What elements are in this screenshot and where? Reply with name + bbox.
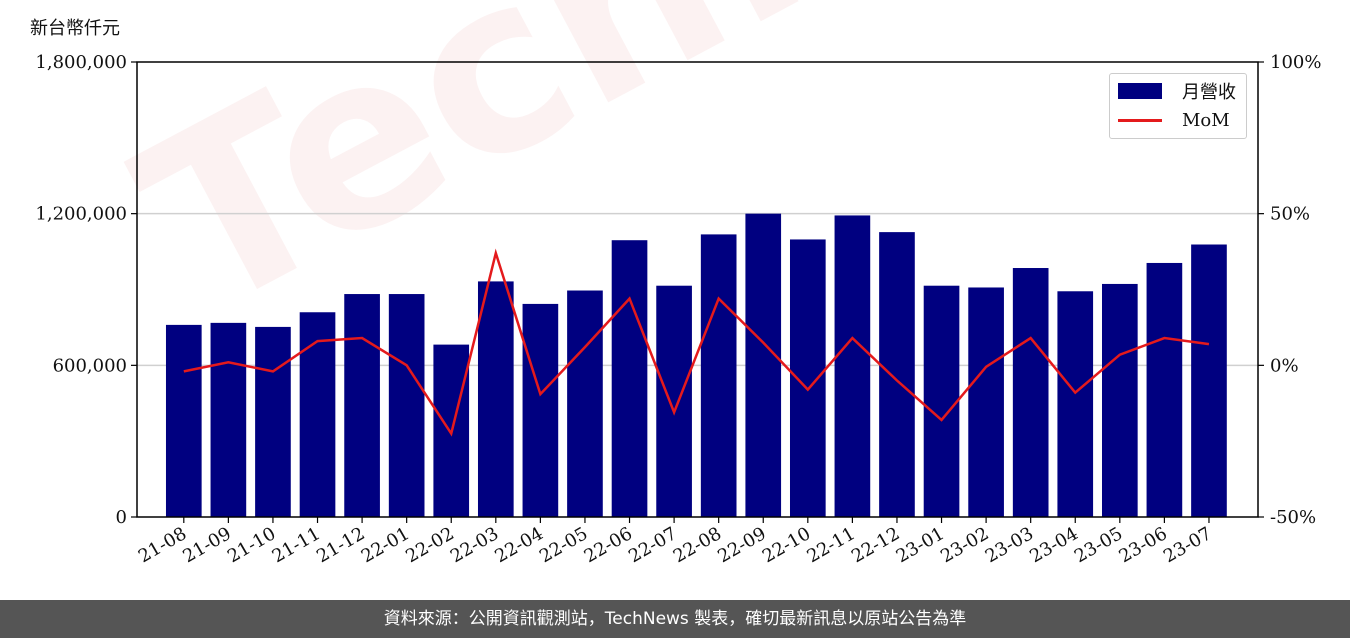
right-tick-label: -50% [1270,507,1316,528]
revenue-bar [1191,244,1227,517]
chart-legend: 月營收 MoM [1109,73,1247,139]
x-tick-label: 23-05 [1071,523,1126,567]
legend-item-mom: MoM [1118,108,1230,132]
legend-line-swatch [1118,118,1162,122]
left-tick-label: 1,800,000 [35,52,127,73]
legend-bar-swatch [1118,83,1162,99]
plot-frame [136,61,1259,518]
revenue-bar [1146,262,1183,517]
x-tick-label: 22-12 [848,523,903,567]
right-tick-label: 50% [1270,204,1310,225]
x-tick-label: 22-01 [358,523,413,567]
x-tick-label: 22-11 [803,523,858,567]
revenue-bar [1101,283,1138,517]
x-tick-label: 23-04 [1026,523,1081,567]
revenue-bar [522,303,559,517]
revenue-bar [1057,291,1094,517]
revenue-bar [923,285,960,517]
legend-label-mom: MoM [1182,109,1230,131]
left-tick-label: 600,000 [53,355,127,376]
x-tick-label: 22-09 [714,523,769,567]
right-tick-label: 100% [1270,52,1321,73]
revenue-bar [745,213,782,517]
revenue-bar [834,215,871,518]
left-tick-label: 0 [116,507,127,528]
revenue-bar [477,281,514,517]
x-tick-label: 22-08 [670,523,725,567]
revenue-bar [968,287,1004,517]
legend-label-revenue: 月營收 [1182,82,1236,103]
mom-line [183,248,1210,437]
x-tick-label: 22-05 [536,523,591,567]
right-tick-label: 0% [1270,355,1299,376]
revenue-bar [388,294,425,517]
revenue-bar [344,294,380,517]
legend-item-revenue: 月營收 [1118,79,1236,103]
revenue-bar [255,326,291,517]
x-tick-label: 23-03 [982,523,1037,567]
revenue-bar [700,234,737,517]
x-tick-label: 21-12 [313,523,368,567]
x-tick-label: 23-02 [937,523,992,567]
x-tick-label: 22-07 [625,523,680,567]
revenue-bar [611,240,648,518]
x-tick-label: 22-10 [759,523,814,567]
revenue-bar [879,232,915,517]
x-tick-label: 22-04 [491,523,546,567]
revenue-bar [165,324,202,517]
x-tick-label: 21-09 [179,523,234,567]
y-axis-unit-label: 新台幣仟元 [30,18,120,39]
x-tick-label: 21-08 [135,523,190,567]
revenue-bar [656,285,692,517]
x-tick-label: 23-01 [893,523,948,567]
revenue-bar [299,312,336,517]
x-tick-label: 21-10 [224,523,279,567]
x-tick-label: 23-07 [1160,523,1215,567]
revenue-bar [1012,268,1049,517]
source-footer: 資料來源：公開資訊觀測站，TechNews 製表，確切最新訊息以原站公告為準 [0,600,1350,638]
revenue-bar [567,290,603,517]
revenue-bar [210,322,247,517]
x-tick-label: 22-06 [581,523,636,567]
x-tick-label: 23-06 [1115,523,1170,567]
x-tick-label: 22-03 [447,523,502,567]
x-tick-label: 22-02 [402,523,457,567]
left-tick-label: 1,200,000 [35,204,127,225]
revenue-chart: 0 600,000 1,200,000 1,800,000 -50% 0% 50% 100% 2… [35,52,1321,567]
x-tick-label: 21-11 [269,523,324,567]
